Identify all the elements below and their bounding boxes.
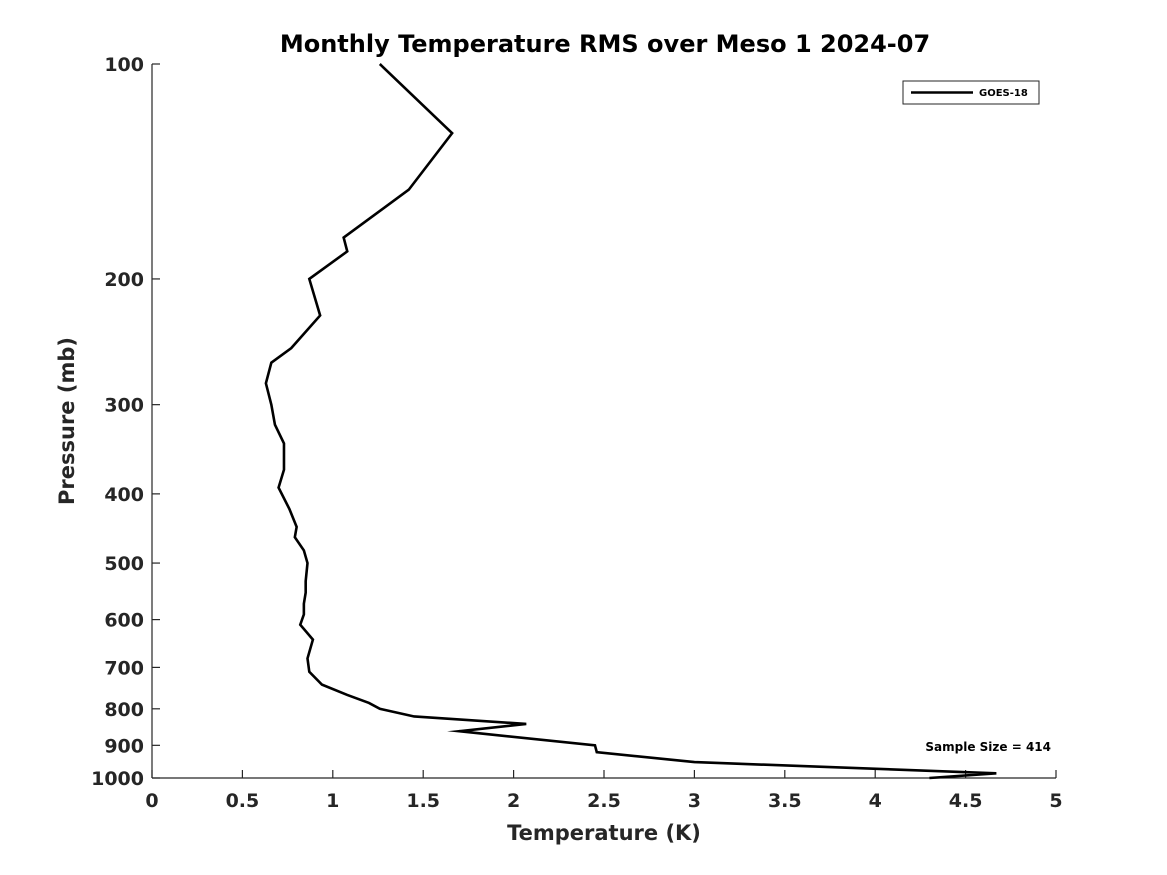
y-tick-label: 500 xyxy=(104,553,144,575)
y-tick-label: 600 xyxy=(104,610,144,632)
x-tick-label: 0 xyxy=(145,790,158,812)
x-tick-label: 1.5 xyxy=(406,790,440,812)
y-tick-label: 200 xyxy=(104,269,144,291)
x-tick-label: 3.5 xyxy=(768,790,802,812)
x-tick-label: 0.5 xyxy=(226,790,260,812)
y-tick-label: 800 xyxy=(104,699,144,721)
y-tick-label: 300 xyxy=(104,395,144,417)
x-tick-label: 3 xyxy=(688,790,701,812)
legend-label-goes-18: GOES-18 xyxy=(979,88,1028,99)
y-axis-label: Pressure (mb) xyxy=(55,337,79,505)
x-axis-ticks: 0 0.5 1 1.5 2 2.5 3 3.5 4 4.5 5 xyxy=(145,770,1063,812)
y-tick-label: 400 xyxy=(104,484,144,506)
sample-size-annotation: Sample Size = 414 xyxy=(925,740,1051,754)
series-line-goes-18 xyxy=(264,63,997,780)
x-tick-label: 5 xyxy=(1049,790,1062,812)
x-tick-label: 2 xyxy=(507,790,520,812)
y-tick-label: 900 xyxy=(104,735,144,757)
y-tick-label: 100 xyxy=(104,54,144,76)
x-tick-label: 1 xyxy=(326,790,339,812)
x-axis-label: Temperature (K) xyxy=(507,821,701,845)
y-axis-ticks: 100 200 300 400 500 600 700 800 900 1000 xyxy=(91,54,160,790)
plot-frame xyxy=(151,64,1056,779)
series-layer xyxy=(264,63,997,780)
x-tick-label: 4.5 xyxy=(949,790,983,812)
x-tick-label: 2.5 xyxy=(587,790,621,812)
y-tick-label: 700 xyxy=(104,657,144,679)
chart-title: Monthly Temperature RMS over Meso 1 2024… xyxy=(280,30,930,58)
y-tick-label: 1000 xyxy=(91,768,144,790)
x-tick-label: 4 xyxy=(869,790,882,812)
legend: GOES-18 xyxy=(902,80,1040,105)
